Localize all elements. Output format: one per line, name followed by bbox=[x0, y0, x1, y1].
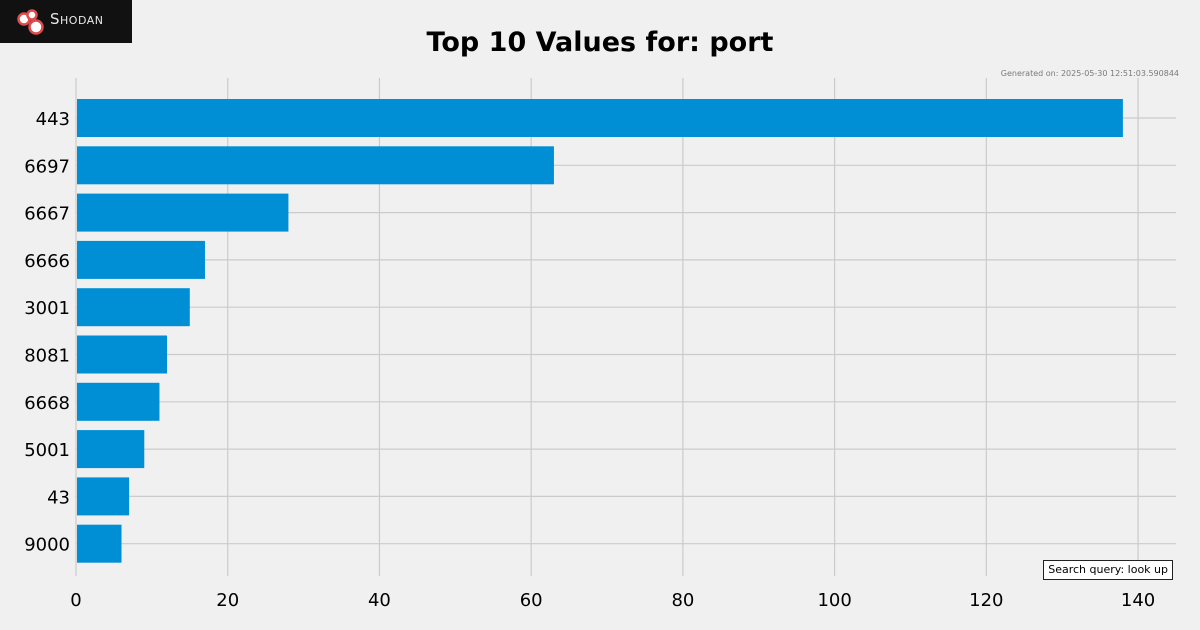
brand-logo[interactable]: Shodan bbox=[0, 0, 132, 43]
x-tick-label: 140 bbox=[1121, 590, 1155, 611]
bar-6667 bbox=[77, 193, 289, 232]
y-tick-label: 8081 bbox=[24, 346, 70, 367]
x-tick-label: 100 bbox=[817, 590, 851, 611]
bars bbox=[77, 99, 1123, 563]
bar-443 bbox=[77, 99, 1123, 137]
y-tick-labels: 443 6697 6667 6666 3001 8081 6668 5001 43 9000 bbox=[24, 109, 70, 556]
x-tick-label: 40 bbox=[368, 590, 391, 611]
bar-8081 bbox=[77, 335, 168, 374]
bar-6668 bbox=[77, 382, 160, 421]
bar-9000 bbox=[77, 524, 122, 563]
shodan-logo-icon bbox=[17, 9, 44, 35]
y-tick-label: 3001 bbox=[24, 298, 70, 319]
y-tick-label: 6666 bbox=[24, 251, 70, 272]
x-tick-label: 60 bbox=[520, 590, 543, 611]
brand-name: Shodan bbox=[50, 10, 104, 28]
search-query-label: Search query: look up bbox=[1043, 560, 1173, 580]
bar-5001 bbox=[77, 430, 145, 469]
y-tick-label: 6668 bbox=[24, 393, 70, 414]
y-tick-label: 43 bbox=[47, 487, 70, 508]
chart-title: Top 10 Values for: port bbox=[426, 27, 774, 58]
bar-6697 bbox=[77, 146, 554, 185]
generated-timestamp: Generated on: 2025-05-30 12:51:03.590844 bbox=[1000, 69, 1179, 78]
y-tick-label: 9000 bbox=[24, 535, 70, 556]
y-tick-label: 6697 bbox=[24, 156, 70, 177]
y-tick-label: 443 bbox=[36, 109, 70, 130]
x-tick-label: 80 bbox=[671, 590, 694, 611]
bar-3001 bbox=[77, 288, 190, 327]
y-tick-label: 5001 bbox=[24, 440, 70, 461]
x-tick-label: 0 bbox=[70, 590, 81, 611]
bar-6666 bbox=[77, 240, 205, 279]
x-tick-label: 20 bbox=[216, 590, 239, 611]
x-tick-labels: 0 20 40 60 80 100 120 140 bbox=[70, 590, 1155, 611]
bar-43 bbox=[77, 477, 130, 516]
x-tick-label: 120 bbox=[969, 590, 1003, 611]
y-tick-label: 6667 bbox=[24, 204, 70, 225]
